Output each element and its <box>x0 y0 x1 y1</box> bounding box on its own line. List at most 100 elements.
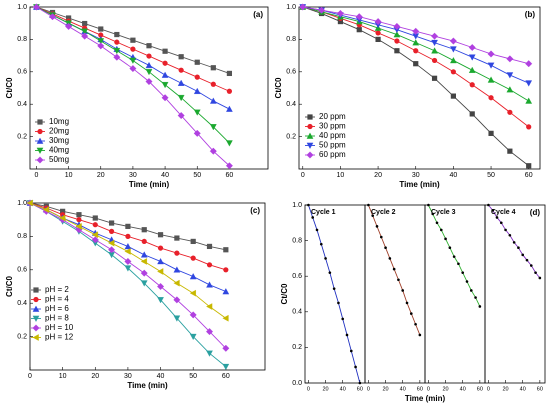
marker <box>431 57 438 64</box>
marker <box>499 221 503 225</box>
marker <box>418 333 422 337</box>
marker <box>222 344 230 352</box>
marker <box>525 80 533 87</box>
marker <box>393 22 401 30</box>
marker <box>189 333 197 341</box>
y-tick-label: 0.4 <box>17 101 27 108</box>
marker <box>206 262 213 268</box>
marker <box>393 31 401 38</box>
x-tick-label: 60 <box>226 172 234 179</box>
legend-marker <box>36 147 44 154</box>
marker <box>113 53 121 61</box>
legend-marker <box>306 132 314 139</box>
legend-marker <box>306 142 314 149</box>
marker <box>435 221 439 225</box>
marker <box>506 72 514 79</box>
marker <box>409 312 413 315</box>
marker <box>457 262 460 266</box>
marker <box>59 214 66 222</box>
marker <box>157 282 165 291</box>
marker <box>507 148 513 154</box>
x-tick-label: 50 <box>189 373 197 380</box>
x-tick-label: 20 <box>97 172 105 179</box>
marker <box>431 75 438 81</box>
marker <box>174 250 180 256</box>
y-tick-label: 0.6 <box>17 69 27 76</box>
marker <box>206 350 213 357</box>
marker <box>173 315 181 322</box>
legend-marker <box>33 287 39 293</box>
marker <box>124 243 132 250</box>
marker <box>525 60 533 68</box>
marker <box>487 50 495 58</box>
marker <box>491 209 495 212</box>
legend-label: pH = 12 <box>45 333 74 342</box>
marker <box>129 65 137 73</box>
marker <box>299 3 307 11</box>
x-tick-label: 10 <box>65 172 73 179</box>
marker <box>307 203 310 207</box>
marker <box>526 124 532 130</box>
marker <box>173 279 180 287</box>
legend-label: 40mg <box>49 146 69 155</box>
marker <box>506 86 514 93</box>
marker <box>206 328 214 336</box>
marker <box>108 246 116 254</box>
marker <box>222 363 230 371</box>
marker <box>32 3 40 11</box>
legend-marker <box>37 119 43 125</box>
marker <box>388 257 392 260</box>
y-tick-label: 0.0 <box>292 380 302 387</box>
marker <box>189 273 197 280</box>
marker <box>468 66 476 73</box>
marker <box>141 238 147 245</box>
x-tick-label: 0 <box>427 386 430 392</box>
marker <box>521 253 525 257</box>
marker <box>431 47 438 54</box>
marker <box>125 233 131 239</box>
x-tick-label: 60 <box>417 386 423 392</box>
legend-label: 60 ppm <box>319 150 346 159</box>
marker <box>189 289 196 297</box>
marker <box>173 296 181 304</box>
marker <box>337 18 344 25</box>
marker <box>189 311 197 319</box>
y-axis-label: Ct/C0 <box>280 283 289 304</box>
marker <box>206 243 213 250</box>
plot-frame <box>29 6 269 170</box>
marker <box>146 43 152 49</box>
legend-marker <box>36 156 44 164</box>
facet-title: Cycle 3 <box>431 209 456 216</box>
marker <box>108 228 115 234</box>
marker <box>478 305 482 308</box>
x-tick-label: 0 <box>28 373 32 380</box>
y-tick-label: 1.0 <box>17 4 27 11</box>
plot-frame <box>484 204 546 384</box>
marker <box>140 280 148 287</box>
marker <box>178 67 184 73</box>
x-tick-label: 40 <box>340 386 346 392</box>
marker <box>76 217 82 223</box>
x-tick-label: 40 <box>460 386 466 392</box>
marker <box>319 242 323 246</box>
marker <box>130 46 136 52</box>
marker <box>345 333 349 337</box>
x-tick-label: 20 <box>374 172 382 179</box>
marker <box>81 32 89 40</box>
marker <box>469 111 475 117</box>
marker <box>487 76 495 83</box>
marker <box>311 216 315 219</box>
y-axis-label: Ct/C0 <box>5 276 14 297</box>
x-tick-label: 20 <box>503 386 509 392</box>
marker <box>495 216 499 219</box>
marker <box>162 60 168 66</box>
marker <box>324 257 327 260</box>
marker <box>225 162 233 170</box>
marker <box>210 65 216 71</box>
facet-title: Cycle 1 <box>311 209 336 216</box>
marker <box>336 9 344 17</box>
marker <box>65 22 73 30</box>
marker <box>108 220 115 226</box>
marker <box>91 231 99 239</box>
marker <box>341 317 345 321</box>
